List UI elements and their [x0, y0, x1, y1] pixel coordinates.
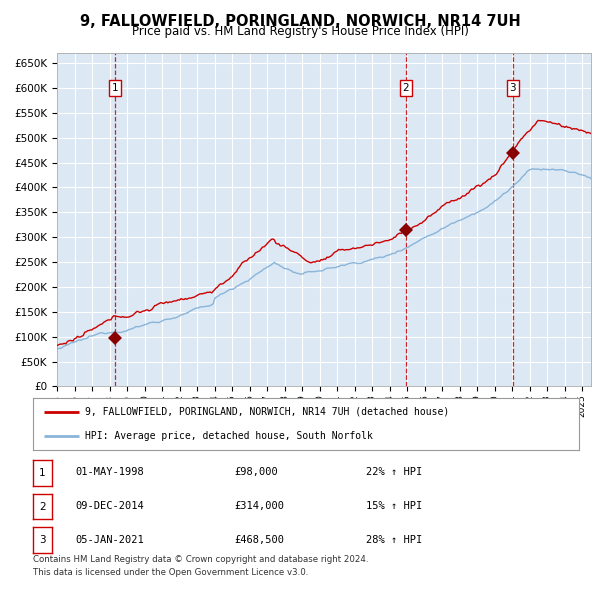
Text: 15% ↑ HPI: 15% ↑ HPI	[366, 501, 422, 511]
Text: 22% ↑ HPI: 22% ↑ HPI	[366, 467, 422, 477]
Text: Contains HM Land Registry data © Crown copyright and database right 2024.: Contains HM Land Registry data © Crown c…	[33, 555, 368, 563]
Text: 9, FALLOWFIELD, PORINGLAND, NORWICH, NR14 7UH: 9, FALLOWFIELD, PORINGLAND, NORWICH, NR1…	[80, 14, 520, 28]
Text: 09-DEC-2014: 09-DEC-2014	[75, 501, 144, 511]
Text: This data is licensed under the Open Government Licence v3.0.: This data is licensed under the Open Gov…	[33, 568, 308, 576]
Text: 3: 3	[39, 535, 46, 545]
Text: 2: 2	[403, 83, 409, 93]
Text: 01-MAY-1998: 01-MAY-1998	[75, 467, 144, 477]
Text: Price paid vs. HM Land Registry's House Price Index (HPI): Price paid vs. HM Land Registry's House …	[131, 25, 469, 38]
Text: £468,500: £468,500	[234, 535, 284, 545]
Text: 05-JAN-2021: 05-JAN-2021	[75, 535, 144, 545]
Text: 1: 1	[39, 468, 46, 478]
Text: HPI: Average price, detached house, South Norfolk: HPI: Average price, detached house, Sout…	[85, 431, 373, 441]
Text: 2: 2	[39, 502, 46, 512]
Text: 1: 1	[112, 83, 119, 93]
Text: £314,000: £314,000	[234, 501, 284, 511]
Text: £98,000: £98,000	[234, 467, 278, 477]
Text: 9, FALLOWFIELD, PORINGLAND, NORWICH, NR14 7UH (detached house): 9, FALLOWFIELD, PORINGLAND, NORWICH, NR1…	[85, 407, 449, 417]
Text: 3: 3	[509, 83, 516, 93]
Text: 28% ↑ HPI: 28% ↑ HPI	[366, 535, 422, 545]
